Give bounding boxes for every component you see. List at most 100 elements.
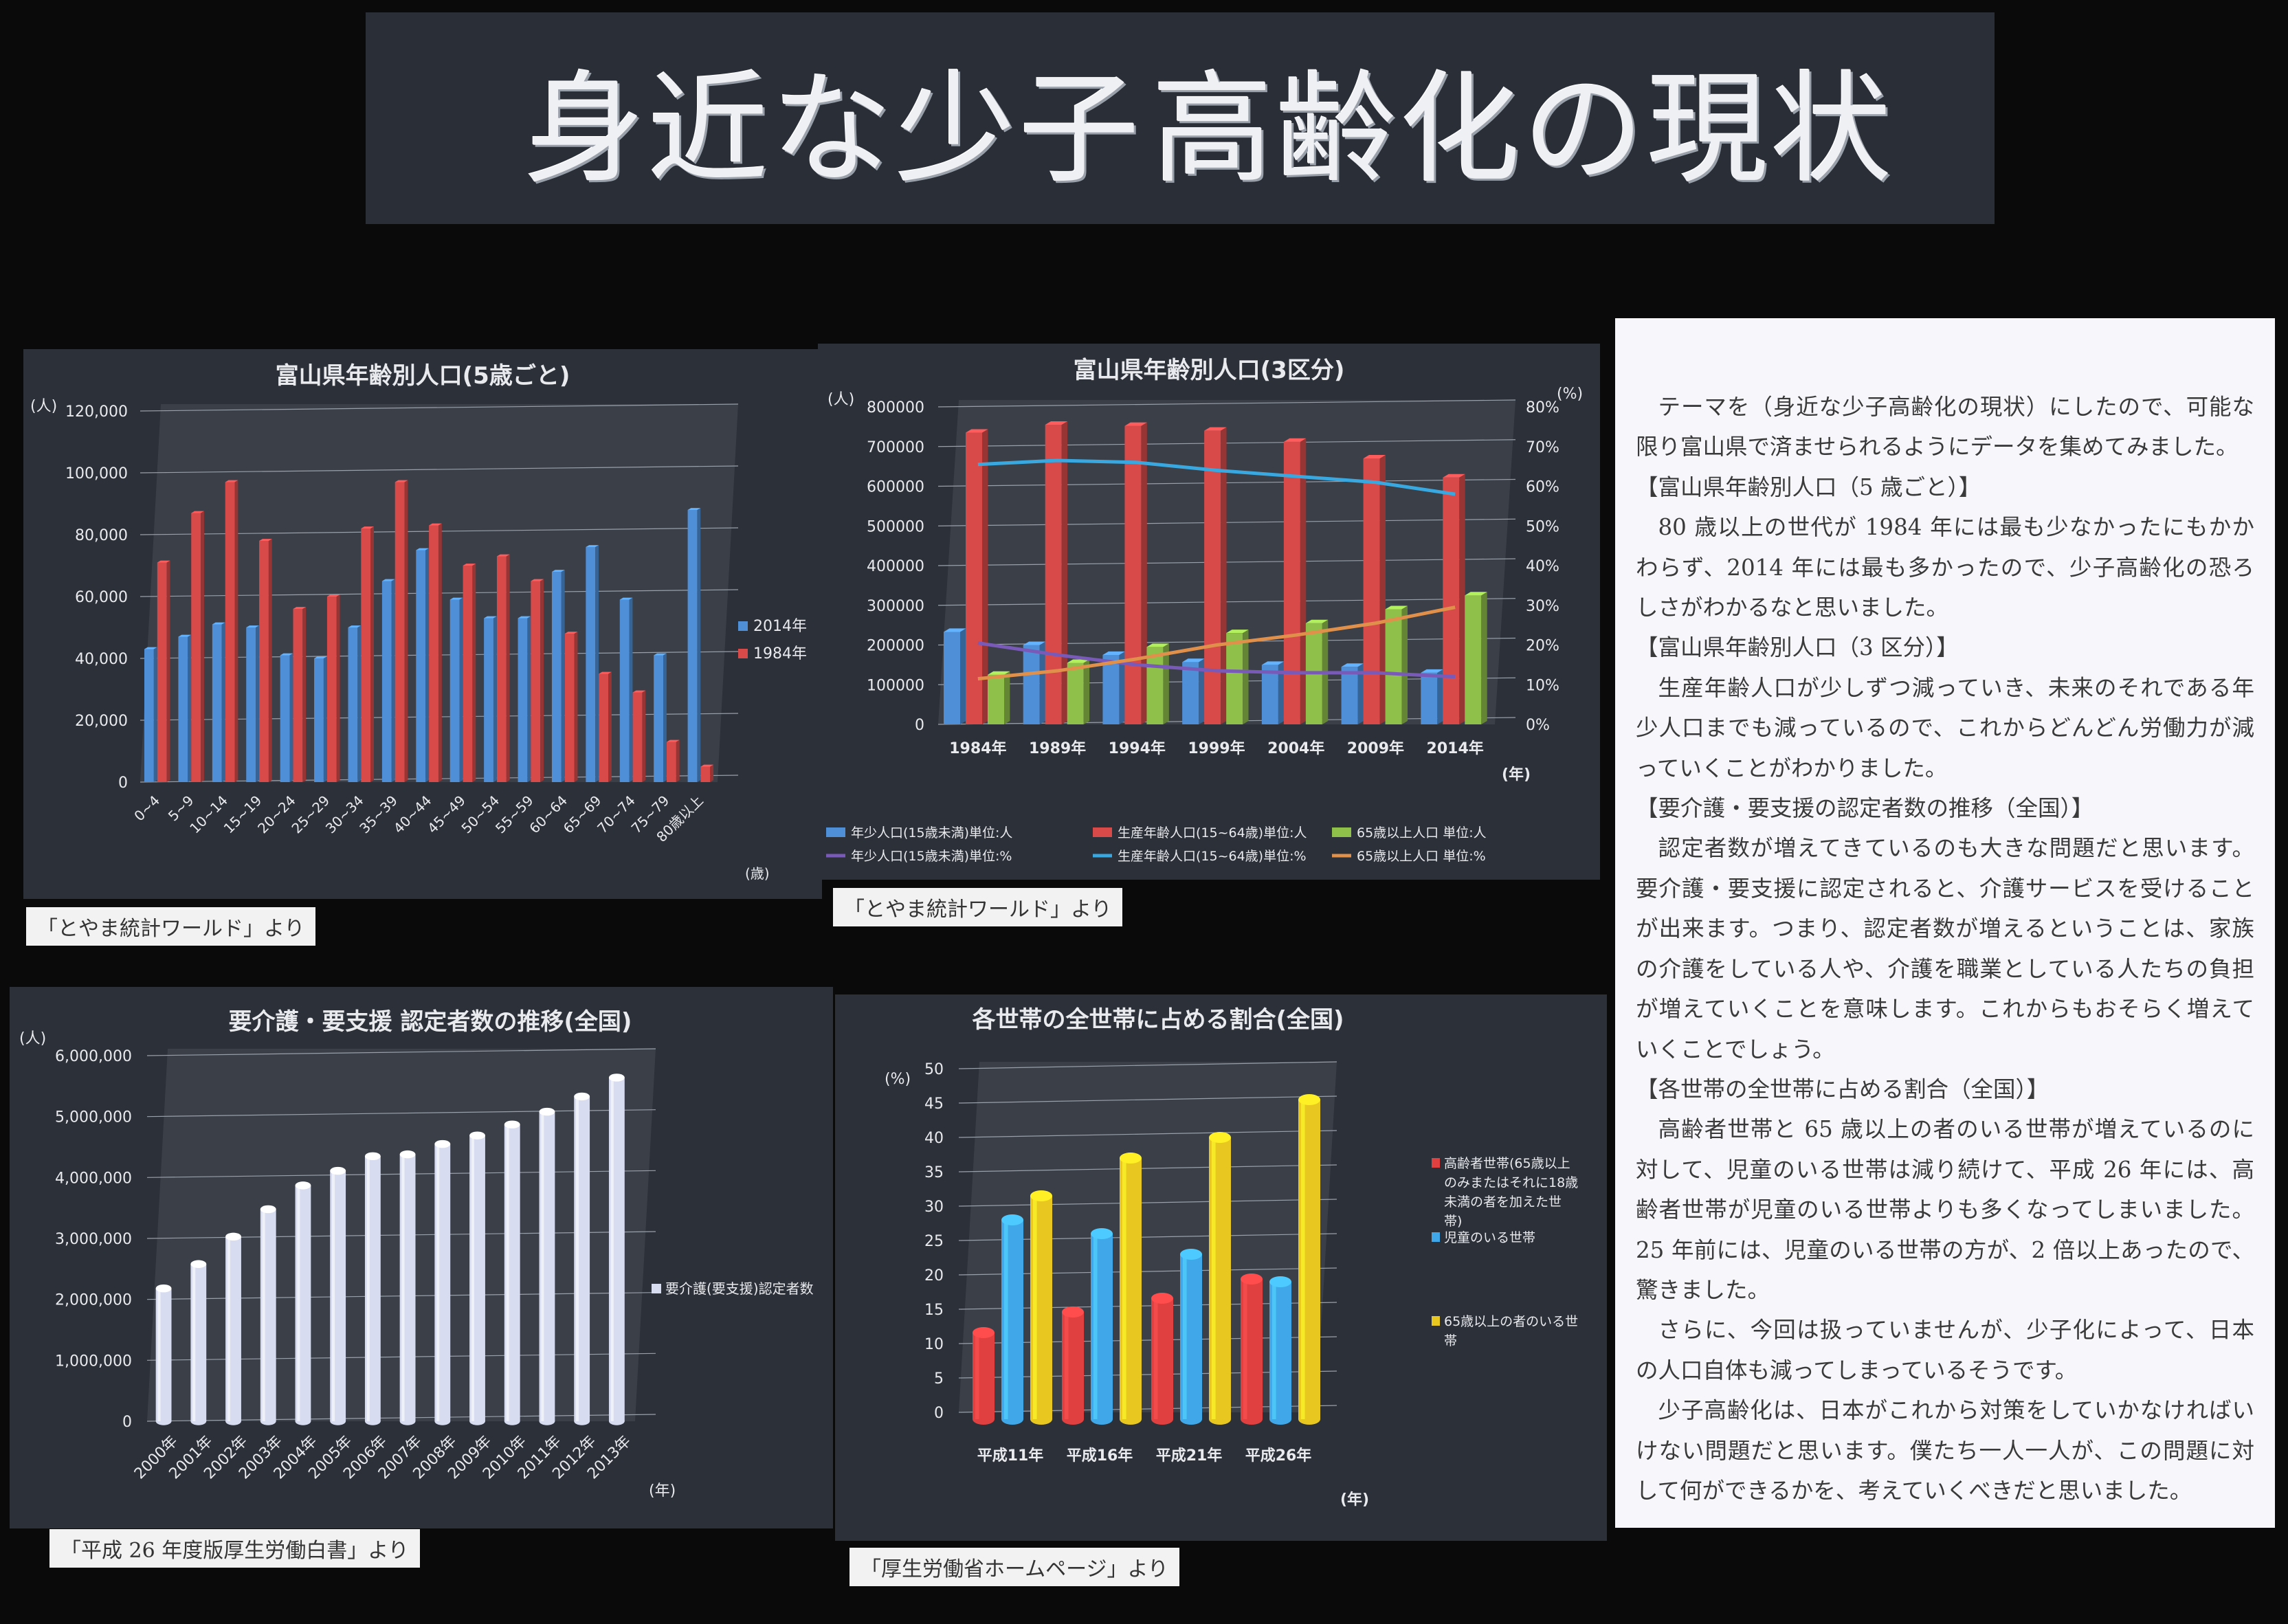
bar-1 [326,594,340,782]
legend-label: 高齢者世帯(65歳以上 [1444,1156,1570,1171]
bar-1-side [1141,422,1147,724]
y2-tick-label: 60% [1526,479,1559,496]
bar-2 [1146,643,1169,724]
bar-2 [1226,630,1249,724]
bar-0-side [960,628,966,724]
legend-swatch [1093,827,1112,837]
bar-2-top [1120,1153,1142,1164]
bar-0-front [314,658,324,782]
legend-label: 65歳以上人口 単位:人 [1357,825,1487,841]
bar-1-front [966,432,982,724]
bar-1-side [1379,455,1386,724]
y-tick-label: 2,000,000 [55,1292,132,1309]
bar-1-top [157,560,170,563]
x-tick-label: 45~49 [424,792,469,837]
y2-tick-label: 10% [1526,677,1559,694]
bar-1 [191,511,204,782]
line-series-0 [977,641,1456,679]
x-tick-label: 2009年 [1347,739,1404,757]
bar-0-top [1102,651,1125,655]
bar-0-top [484,616,497,619]
y-tick-label: 20 [924,1267,944,1284]
chart-age-population-5yr: 富山県年齢別人口(5歳ごと) (人) 0 20,000 40,000 60,000 80,0… [30,362,807,882]
bar-2-top [988,671,1010,675]
bar-0 [280,653,293,782]
y-tick-label: 40 [924,1130,944,1147]
bar-1-side [438,523,442,782]
y-tick-label: 200000 [867,638,924,655]
bar-1 [1269,1276,1291,1425]
source-caption-4: 「厚生労働省ホームページ」より [849,1548,1179,1586]
bar-1-front [225,482,235,782]
bar-1-side [336,594,340,782]
bar-0 [381,579,395,782]
bar-0-side [697,508,701,782]
bar-1 [463,564,476,782]
x-tick-label: 平成26年 [1245,1447,1312,1465]
x-tick-label: 50~54 [458,792,502,837]
bar-1-top [361,526,374,529]
bar-1 [225,480,238,782]
x-tick-label: 40~44 [390,792,435,837]
x-tick-label: 10~14 [186,792,231,837]
bar-0 [687,508,701,782]
bar-0-side [391,579,395,782]
bar-0-top [212,622,225,625]
bar-1-front [564,634,575,782]
bar-0 [1182,658,1205,724]
essay-paragraph-intro: テーマを（身近な少子高齢化の現状）にしたので、可能な限り富山県で済ませられるよう… [1636,394,2254,460]
bar-1-front [157,562,167,782]
bar-2 [1465,592,1487,724]
grid-gridline [146,1048,656,1056]
bar-1 [293,607,307,782]
bar-0-shine [471,1135,474,1421]
bar-0-top [551,570,565,572]
bar-1-top [293,607,307,609]
bar-0 [155,1284,172,1425]
bar-0-top [687,508,701,510]
bar-0 [469,1131,485,1425]
bar-0-side [188,634,192,782]
bar-0-shine [610,1077,614,1421]
bar-0-front [1341,667,1358,724]
bar-1 [361,526,374,782]
y-tick-label: 50 [924,1061,944,1078]
bar-0-top [973,1327,995,1338]
bar-1-top [259,539,272,541]
bar-0 [144,647,157,782]
bar-0-top [608,1074,625,1082]
bar-0 [399,1150,416,1425]
bar-2-front [1067,663,1084,724]
bar-2-side [1401,605,1408,724]
essay-heading-care: 【要介護・要支援の認定者数の推移（全国）】 [1636,795,2094,822]
bar-0 [330,1166,346,1425]
essay-paragraph-conclusion: 少子高齢化は、日本がこれから対策をしていかなければいけない問題だと思います。僕た… [1636,1397,2254,1504]
source-caption-2: 「とやま統計ワールド」より [833,888,1123,926]
bar-0 [178,634,192,782]
bar-0 [364,1152,381,1425]
bar-0-side [595,545,599,782]
grid-gridline [140,465,739,474]
y-tick-label: 15 [924,1302,944,1319]
bar-1 [1283,438,1307,724]
bar-2-top [1146,643,1169,647]
bar-1-top [599,671,612,674]
chart-title: 要介護・要支援 認定者数の推移(全国) [229,1008,632,1036]
legend-label: 帯) [1444,1214,1462,1229]
x-tick-label: 0~4 [131,792,163,825]
bar-0-side [1199,658,1205,724]
bar-0 [212,622,225,782]
bar-1 [1443,474,1465,724]
y2-tick-label: 20% [1526,638,1559,655]
legend-label: 年少人口(15歳未満)単位:人 [851,825,1012,841]
bar-0-top [1341,663,1364,667]
grid-gridline [140,403,739,412]
y-tick-label: 20,000 [75,713,128,730]
bar-1-side [574,632,578,782]
bar-2-shine [1122,1158,1126,1419]
legend-swatch [1332,827,1351,837]
bar-0-top [449,597,463,600]
bar-0-top [260,1205,276,1214]
y-tick-label: 100,000 [65,465,128,482]
bar-2-side [1243,630,1249,724]
